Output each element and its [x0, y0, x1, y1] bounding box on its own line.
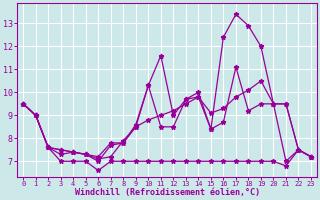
X-axis label: Windchill (Refroidissement éolien,°C): Windchill (Refroidissement éolien,°C)	[75, 188, 260, 197]
